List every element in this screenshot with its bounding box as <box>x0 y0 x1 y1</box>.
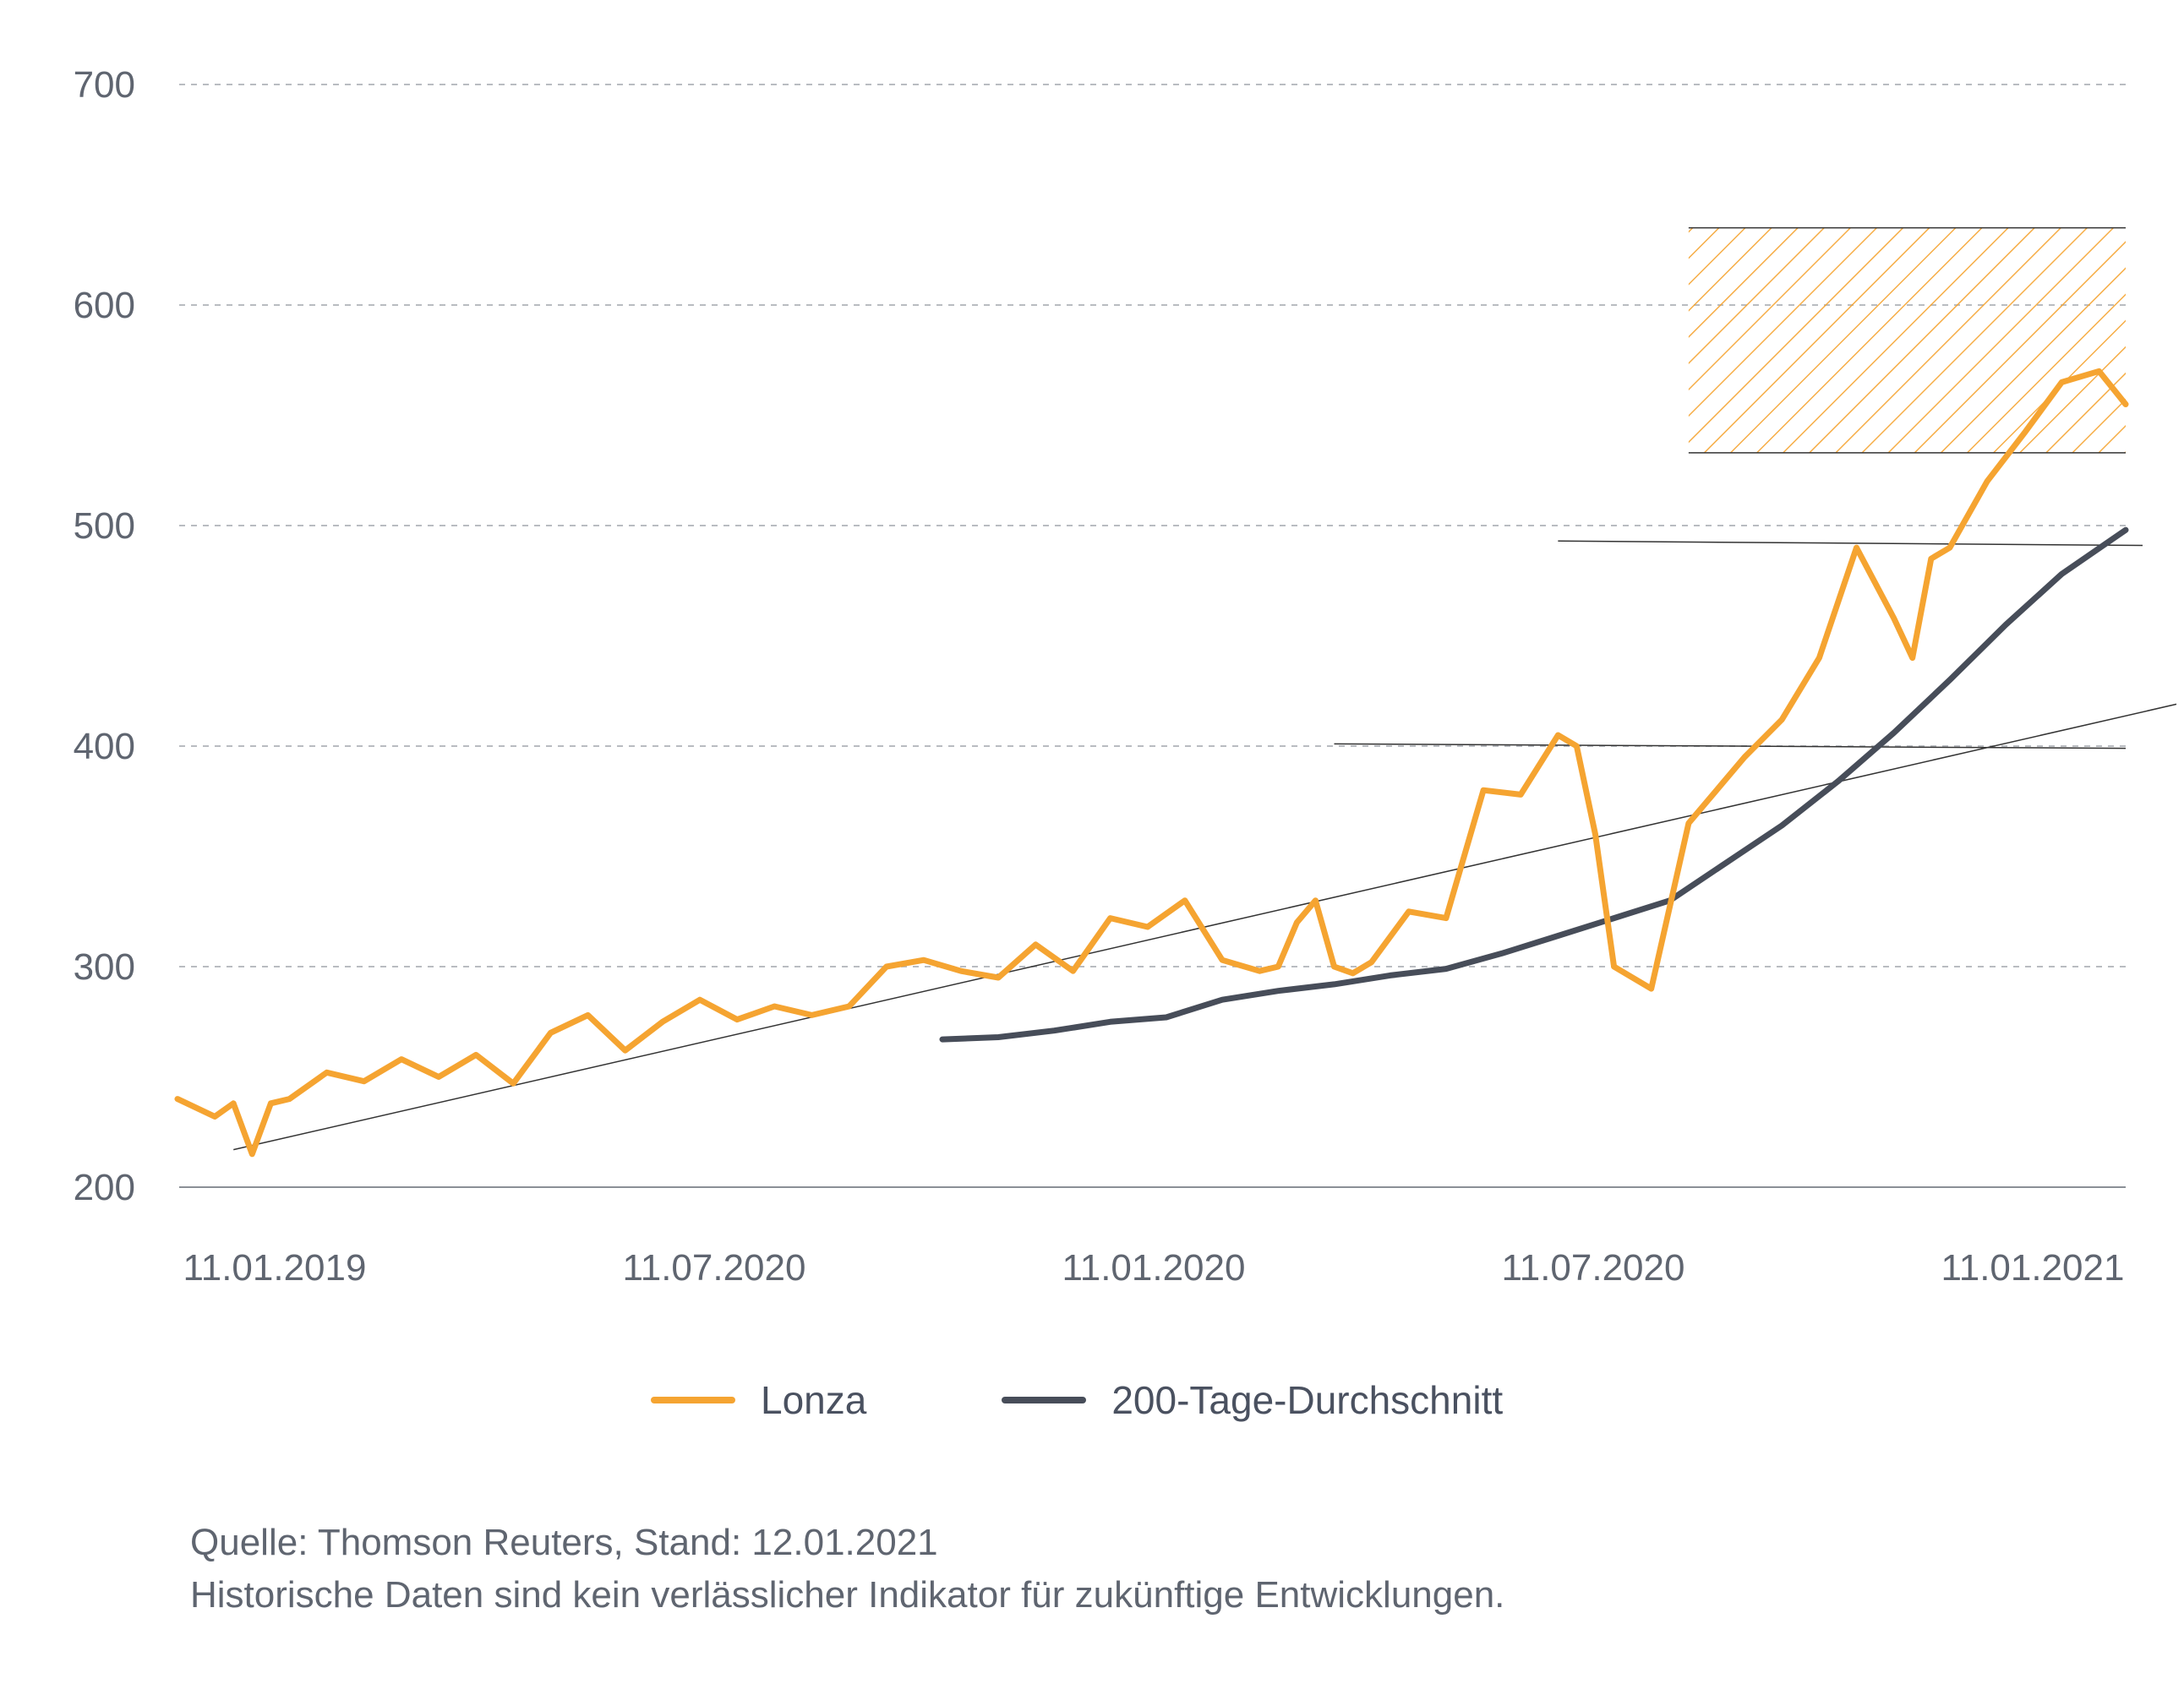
range-hatch-box <box>1688 227 2126 453</box>
disclaimer-note: Historische Daten sind kein verlässliche… <box>190 1574 1505 1616</box>
y-tick-label-200: 200 <box>74 1167 135 1208</box>
legend-label-lonza: Lonza <box>761 1378 867 1422</box>
series-line-200-day-average <box>939 526 2129 1043</box>
x-tick-label-1: 11.07.2020 <box>623 1247 806 1289</box>
resistance-line-400 <box>1334 743 2127 749</box>
legend-item-200-day-average: 200-Tage-Durchschnitt <box>1002 1377 1503 1423</box>
y-axis-ticks: 200 300 400 500 600 700 <box>74 64 135 1208</box>
x-tick-label-0: 11.01.2019 <box>183 1247 367 1289</box>
y-tick-label-300: 300 <box>74 946 135 988</box>
source-note: Quelle: Thomson Reuters, Stand: 12.01.20… <box>190 1522 938 1563</box>
y-tick-label-600: 600 <box>74 285 135 326</box>
legend-swatch-lonza <box>651 1397 735 1403</box>
chart-annotations <box>233 226 2177 1151</box>
x-tick-label-4: 11.01.2021 <box>1941 1247 2125 1289</box>
x-axis-ticks: 11.01.2019 11.07.2020 11.01.2020 11.07.2020… <box>183 1247 2125 1289</box>
legend-swatch-200-day-average <box>1002 1397 1087 1403</box>
resistance-line-490 <box>1558 540 2143 547</box>
series-lines <box>174 368 2129 1158</box>
legend: Lonza 200-Tage-Durchschnitt <box>651 1377 1638 1423</box>
x-tick-label-3: 11.07.2020 <box>1502 1247 1685 1289</box>
y-tick-label-400: 400 <box>74 726 135 767</box>
series-line-lonza <box>174 368 2129 1158</box>
legend-item-lonza: Lonza <box>651 1377 866 1423</box>
chart-footer: Quelle: Thomson Reuters, Stand: 12.01.20… <box>190 1517 1504 1621</box>
grid <box>179 84 2126 1188</box>
y-tick-label-700: 700 <box>74 64 135 106</box>
legend-label-200-day-average: 200-Tage-Durchschnitt <box>1111 1378 1504 1422</box>
y-tick-label-500: 500 <box>74 505 135 547</box>
x-tick-label-2: 11.01.2020 <box>1062 1247 1246 1289</box>
